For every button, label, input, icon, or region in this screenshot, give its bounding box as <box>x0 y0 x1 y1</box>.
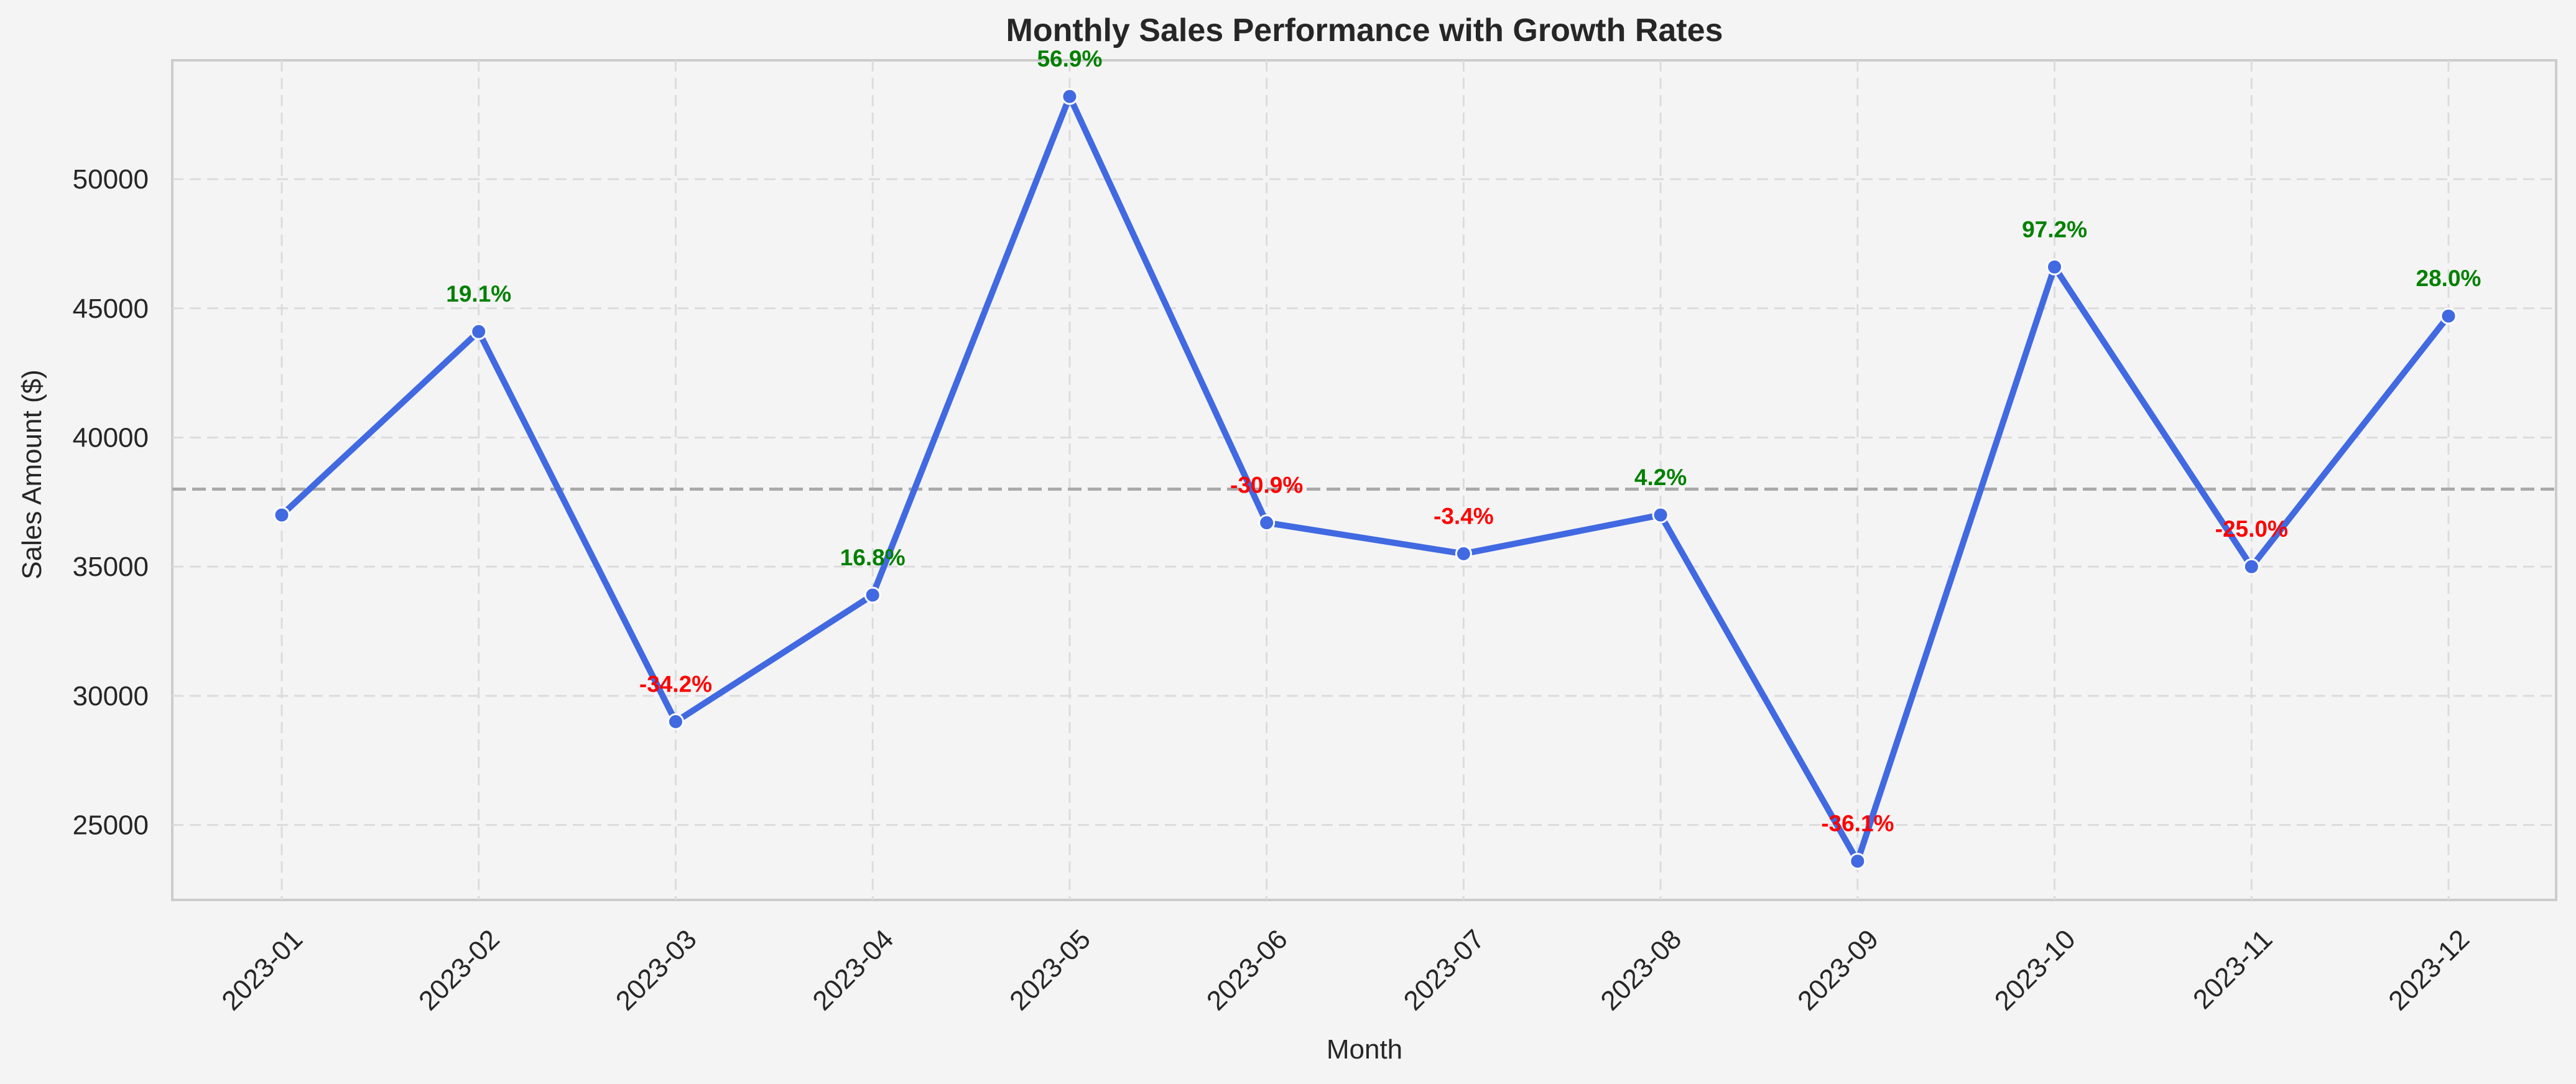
y-tick-label: 45000 <box>73 294 149 324</box>
x-axis-ticks: 2023-01 2023-02 2023-03 2023-04 2023-05 2023-… <box>216 924 2475 1016</box>
x-tick-label: 2023-07 <box>1398 924 1491 1016</box>
y-axis-ticks: 25000 30000 35000 40000 45000 50000 <box>73 164 149 840</box>
x-tick-label: 2023-05 <box>1004 924 1096 1016</box>
data-point <box>1061 88 1078 105</box>
growth-rate-label: -25.0% <box>2215 516 2288 542</box>
data-point <box>1652 506 1669 524</box>
chart-title: Monthly Sales Performance with Growth Ra… <box>1006 12 1723 49</box>
growth-rate-label: 4.2% <box>1634 465 1687 490</box>
y-tick-label: 30000 <box>73 681 149 711</box>
data-point <box>1455 545 1472 562</box>
x-tick-label: 2023-11 <box>2187 924 2279 1015</box>
y-tick-label: 50000 <box>73 164 149 195</box>
x-tick-label: 2023-08 <box>1595 924 1687 1016</box>
growth-rate-label: -30.9% <box>1230 473 1303 498</box>
growth-rate-label: -3.4% <box>1434 503 1494 529</box>
growth-rate-label: -36.1% <box>1821 811 1894 836</box>
data-point <box>2440 307 2457 325</box>
data-point <box>2243 558 2260 575</box>
x-axis-title: Month <box>1327 1034 1402 1065</box>
x-tick-label: 2023-04 <box>807 924 899 1016</box>
marker-layer <box>273 88 2457 870</box>
growth-label-layer: 19.1% -34.2% 16.8% 56.9% -30.9% -3.4% 4.2% -36.… <box>446 46 2481 836</box>
growth-rate-label: 56.9% <box>1037 46 1102 72</box>
growth-rate-label: 28.0% <box>2416 266 2481 291</box>
x-tick-label: 2023-12 <box>2383 924 2475 1016</box>
grid-layer <box>172 60 2556 900</box>
x-tick-label: 2023-06 <box>1201 924 1294 1016</box>
x-tick-label: 2023-02 <box>413 924 506 1016</box>
y-tick-label: 40000 <box>73 422 149 453</box>
data-point <box>273 506 290 524</box>
x-tick-label: 2023-01 <box>216 924 308 1016</box>
growth-rate-label: -34.2% <box>639 671 712 697</box>
growth-rate-label: 97.2% <box>2022 216 2087 242</box>
plot-area <box>171 59 2557 901</box>
x-tick-label: 2023-10 <box>1989 924 2082 1016</box>
y-tick-label: 25000 <box>73 810 149 841</box>
growth-rate-label: 19.1% <box>446 281 511 307</box>
data-point <box>470 323 488 340</box>
data-point <box>1849 853 1866 870</box>
y-tick-label: 35000 <box>73 552 149 582</box>
data-point <box>667 713 684 730</box>
data-point <box>2046 258 2064 276</box>
sales-series-line <box>279 93 2452 864</box>
x-tick-label: 2023-09 <box>1792 924 1884 1016</box>
growth-rate-label: 16.8% <box>840 545 906 570</box>
data-point <box>1258 514 1276 532</box>
x-tick-label: 2023-03 <box>610 924 703 1016</box>
data-point <box>864 586 881 604</box>
y-axis-title: Sales Amount ($) <box>17 369 47 580</box>
